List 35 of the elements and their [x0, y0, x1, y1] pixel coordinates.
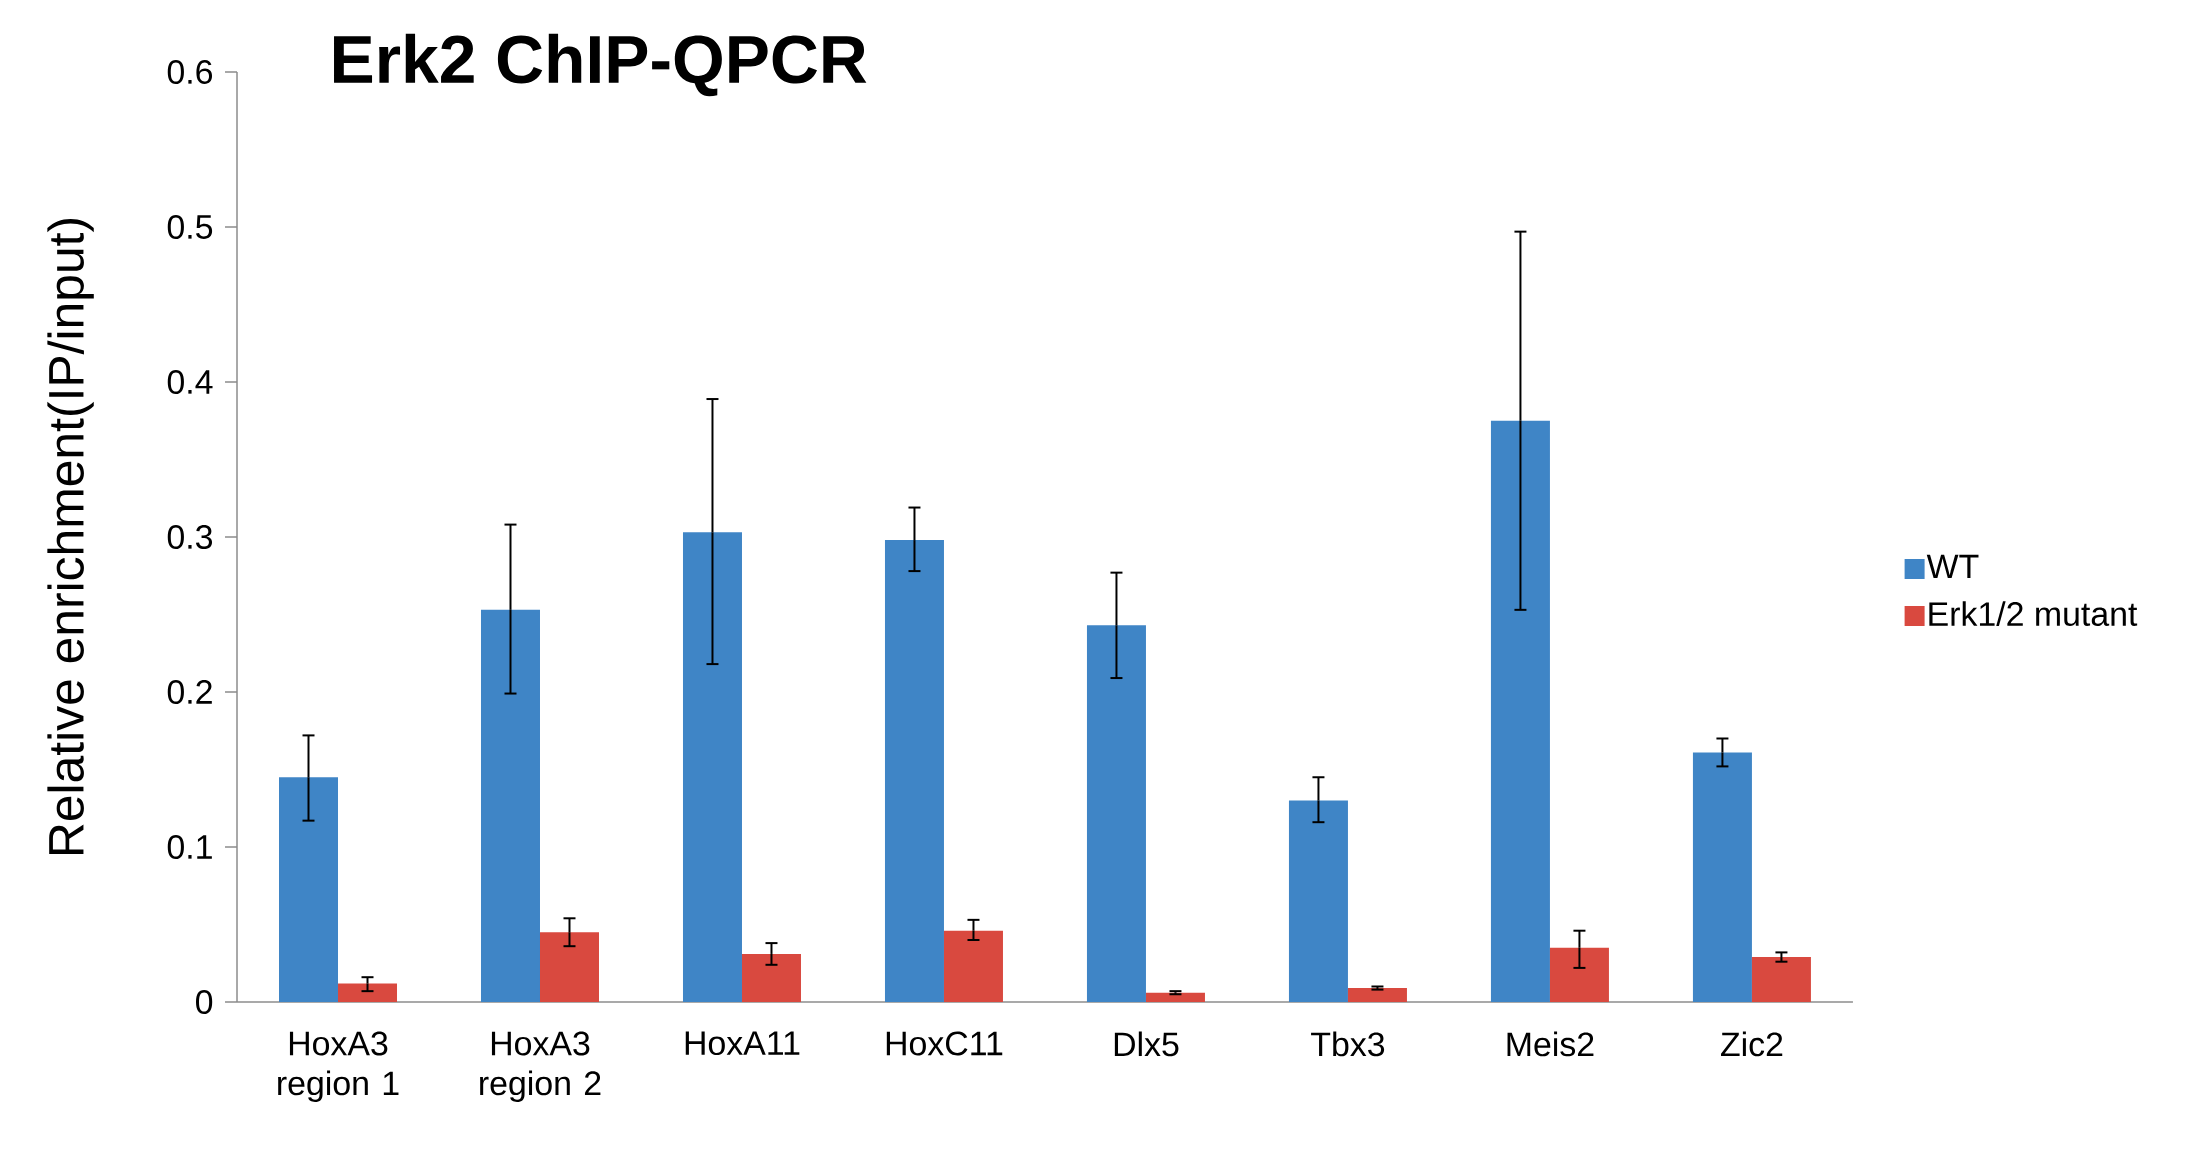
bar: [682, 532, 742, 1002]
x-tick-label: HoxC11: [886, 1031, 1003, 1056]
bar: [1549, 947, 1609, 1002]
bar: [539, 932, 599, 1002]
bar: [1145, 992, 1205, 1002]
x-tick-label: Tbx3: [1311, 1031, 1385, 1057]
bar: [1692, 752, 1752, 1002]
x-tick-label: Zic2: [1721, 1031, 1783, 1057]
bar: [943, 930, 1003, 1002]
bar: [1288, 800, 1348, 1002]
bar: [279, 777, 338, 1002]
bar: [1347, 988, 1407, 1002]
y-tick-label: 0.6: [167, 59, 213, 84]
bar: [1086, 625, 1146, 1002]
chart-title: Erk2 ChIP-QPCR: [334, 33, 867, 97]
bar: [1751, 957, 1811, 1002]
legend-label: WT: [1926, 554, 1979, 579]
legend-label: Erk1/2 mutant: [1929, 601, 2138, 627]
y-tick-label: 0.5: [167, 214, 213, 239]
y-tick-label: 0.2: [167, 680, 212, 704]
y-tick-label: 0: [196, 990, 213, 1014]
bar: [741, 953, 801, 1002]
x-tick-label: HoxA11: [685, 1031, 800, 1056]
bar: [480, 609, 540, 1002]
x-tick-label: Meis2: [1507, 1031, 1594, 1057]
bar: [1490, 420, 1550, 1002]
y-tick-label: 0.1: [167, 835, 212, 859]
x-tick-label: Dlx5: [1114, 1031, 1179, 1057]
y-tick-label: 0.3: [167, 525, 213, 549]
bar: [338, 983, 397, 1002]
x-tick-label: HoxA3 region 2: [480, 1031, 601, 1103]
y-tick-label: 0.4: [167, 369, 213, 394]
bar: [884, 540, 944, 1002]
x-tick-label: HoxA3 region 1: [278, 1031, 399, 1103]
y-axis-title: Relative enrichment(IP/input): [47, 219, 94, 855]
